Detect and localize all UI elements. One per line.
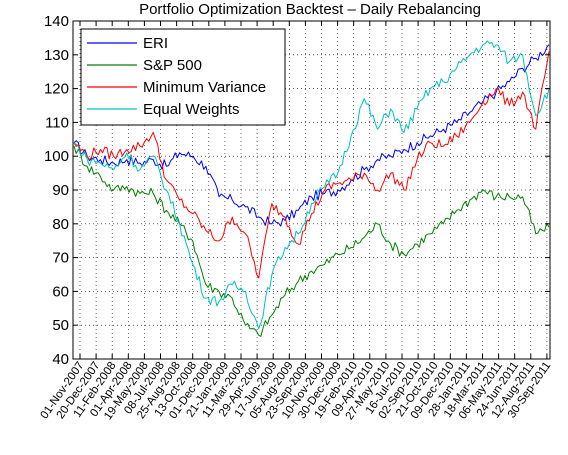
legend-label: Equal Weights	[143, 101, 239, 118]
y-tick-label: 40	[52, 351, 69, 368]
legend: ERI S&P 500 Minimum Variance Equal Weights	[80, 28, 286, 126]
y-tick-label: 90	[52, 182, 69, 199]
y-tick-label: 70	[52, 250, 69, 267]
y-tick-label: 110	[45, 114, 69, 131]
series-line-s-p-500	[73, 145, 550, 337]
y-tick-label: 100	[44, 148, 69, 165]
y-tick-label: 120	[44, 81, 69, 98]
legend-label: S&P 500	[143, 57, 202, 74]
y-tick-label: 80	[52, 216, 69, 233]
y-tick-label: 140	[44, 13, 69, 30]
series-layer	[73, 40, 550, 337]
series-line-minimum-variance	[73, 51, 550, 279]
legend-label: Minimum Variance	[143, 79, 266, 96]
series-line-equal-weights	[73, 40, 550, 330]
y-tick-label: 50	[52, 317, 69, 334]
tick-layer: 40506070809010011012013014001-Nov-200720…	[38, 13, 553, 422]
chart-title: Portfolio Optimization Backtest – Daily …	[139, 1, 481, 18]
y-tick-label: 60	[52, 283, 69, 300]
legend-label: ERI	[143, 35, 168, 52]
y-tick-label: 130	[44, 47, 69, 64]
series-line-eri	[73, 44, 550, 227]
